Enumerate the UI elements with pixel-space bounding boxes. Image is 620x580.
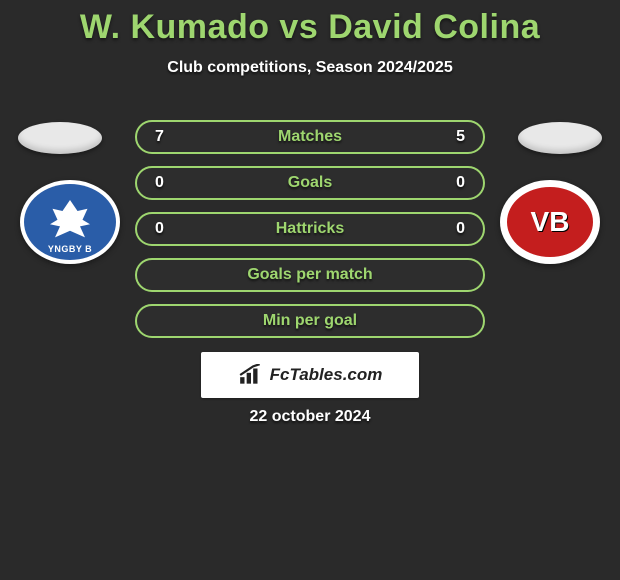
club-badge-right-text: VB: [531, 206, 570, 238]
bar-chart-icon: [238, 364, 264, 386]
comparison-card: W. Kumado vs David Colina Club competiti…: [0, 0, 620, 580]
stat-left-value: 7: [155, 128, 164, 146]
date-text: 22 october 2024: [0, 408, 620, 426]
stat-label: Matches: [278, 128, 342, 146]
stat-right-value: 0: [456, 174, 465, 192]
stat-label: Hattricks: [276, 220, 344, 238]
stat-row-goals: 0 Goals 0: [135, 166, 485, 200]
club-badge-left-inner: [24, 184, 116, 260]
page-title: W. Kumado vs David Colina: [0, 0, 620, 47]
attribution-text: FcTables.com: [270, 365, 383, 385]
stat-rows: 7 Matches 5 0 Goals 0 0 Hattricks 0 Goal…: [135, 120, 485, 350]
club-badge-left: [20, 180, 120, 264]
stat-row-min-per-goal: Min per goal: [135, 304, 485, 338]
stat-label: Goals per match: [247, 266, 372, 284]
stat-right-value: 5: [456, 128, 465, 146]
player-photo-right: [518, 122, 602, 154]
attribution-badge: FcTables.com: [201, 352, 419, 398]
club-badge-right-inner: VB: [504, 184, 596, 260]
stat-left-value: 0: [155, 174, 164, 192]
stat-label: Goals: [288, 174, 332, 192]
viking-icon: [45, 200, 95, 244]
player-photo-left: [18, 122, 102, 154]
subtitle: Club competitions, Season 2024/2025: [0, 59, 620, 77]
club-badge-right: VB: [500, 180, 600, 264]
stat-label: Min per goal: [263, 312, 357, 330]
stat-right-value: 0: [456, 220, 465, 238]
stat-row-hattricks: 0 Hattricks 0: [135, 212, 485, 246]
stat-row-matches: 7 Matches 5: [135, 120, 485, 154]
stat-left-value: 0: [155, 220, 164, 238]
stat-row-goals-per-match: Goals per match: [135, 258, 485, 292]
